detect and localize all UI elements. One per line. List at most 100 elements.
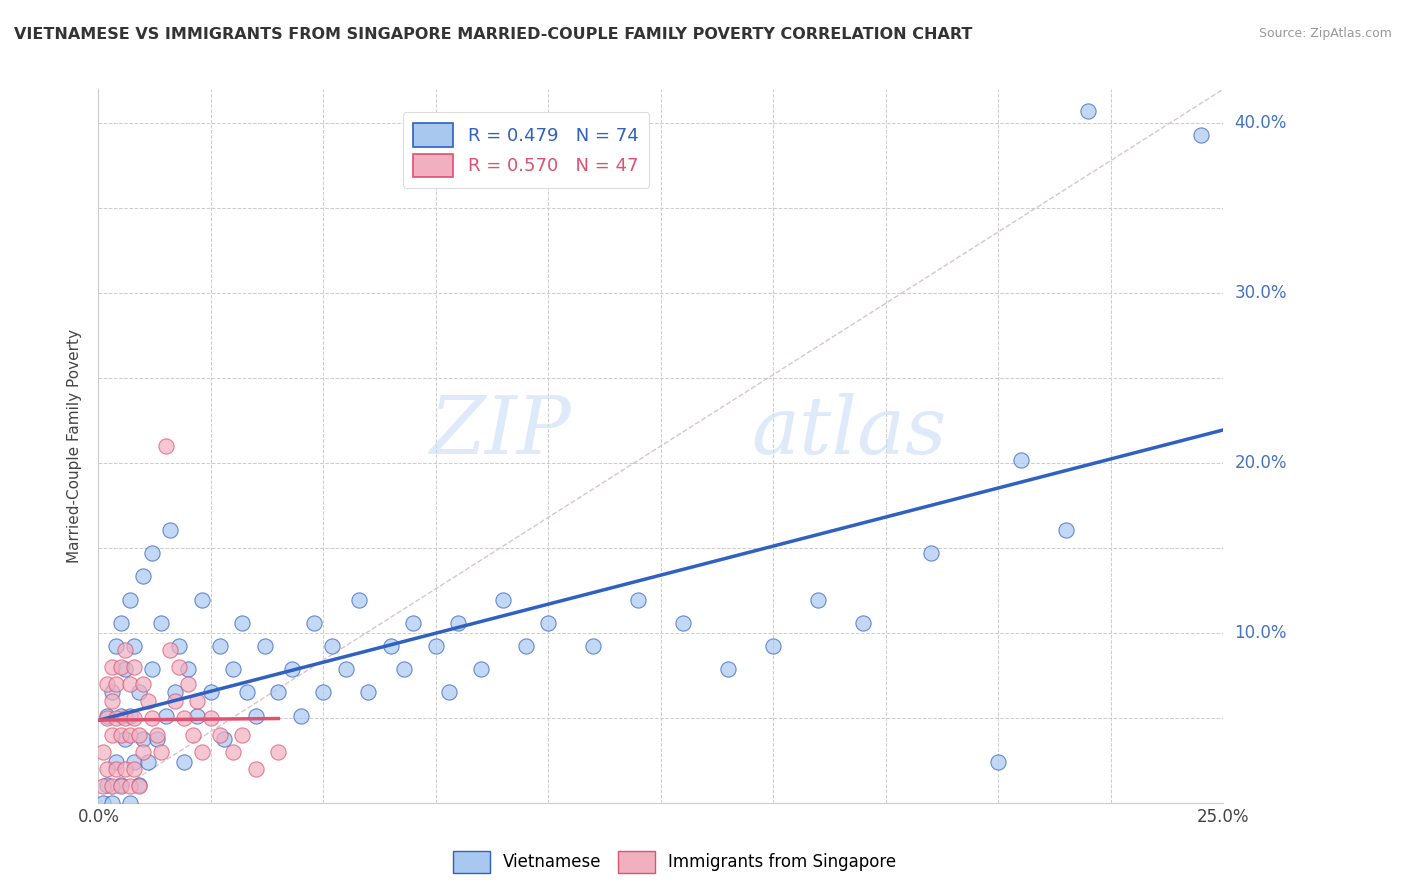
Point (155, 708, 177, 723)
Point (200, 685, 222, 699)
Point (96, 677, 118, 691)
Point (425, 639, 447, 653)
Point (627, 592, 650, 607)
Point (304, 615, 326, 630)
Point (118, 708, 141, 723)
Point (357, 685, 380, 699)
Point (470, 662, 492, 676)
Point (114, 762, 136, 776)
Point (141, 711, 163, 725)
Point (173, 711, 195, 725)
Point (208, 639, 231, 653)
Point (245, 762, 267, 776)
Point (136, 756, 159, 770)
Point (105, 756, 128, 770)
Point (105, 677, 128, 691)
Point (169, 660, 191, 674)
Point (91, 779, 114, 793)
Text: Source: ZipAtlas.com: Source: ZipAtlas.com (1258, 27, 1392, 40)
Point (132, 677, 155, 691)
Point (101, 796, 124, 810)
Text: 40.0%: 40.0% (1234, 114, 1286, 132)
Point (231, 728, 253, 742)
Point (402, 615, 425, 630)
Point (807, 592, 830, 607)
Point (1010, 453, 1032, 467)
Point (128, 779, 150, 793)
Point (281, 662, 304, 676)
Point (124, 660, 146, 674)
Point (128, 728, 150, 742)
Text: 10.0%: 10.0% (1234, 624, 1286, 642)
Point (141, 662, 163, 676)
Point (177, 662, 200, 676)
Point (222, 745, 245, 759)
Legend: Vietnamese, Immigrants from Singapore: Vietnamese, Immigrants from Singapore (447, 845, 903, 880)
Point (267, 685, 290, 699)
Point (132, 569, 155, 583)
Point (214, 731, 236, 746)
Point (312, 685, 335, 699)
Point (101, 728, 124, 742)
Point (110, 728, 132, 742)
Point (191, 745, 214, 759)
Point (105, 711, 128, 725)
Y-axis label: Married-Couple Family Poverty: Married-Couple Family Poverty (67, 329, 83, 563)
Point (101, 685, 124, 699)
Legend: R = 0.479   N = 74, R = 0.570   N = 47: R = 0.479 N = 74, R = 0.570 N = 47 (402, 112, 650, 188)
Point (672, 615, 695, 630)
Text: 20.0%: 20.0% (1234, 454, 1286, 472)
Point (169, 639, 191, 653)
Point (110, 708, 132, 723)
Point (1189, 128, 1212, 142)
Text: atlas: atlas (751, 393, 946, 470)
Point (124, 762, 146, 776)
Text: ZIP: ZIP (429, 393, 571, 470)
Point (150, 745, 173, 759)
Point (191, 592, 214, 607)
Point (267, 745, 290, 759)
Point (118, 728, 141, 742)
Point (146, 728, 169, 742)
Point (1054, 523, 1077, 537)
Point (582, 639, 605, 653)
Point (114, 711, 136, 725)
Point (114, 643, 136, 657)
Point (186, 694, 208, 708)
Point (231, 615, 253, 630)
Point (290, 708, 312, 723)
Point (128, 779, 150, 793)
Point (222, 662, 245, 676)
Point (118, 796, 141, 810)
Point (439, 685, 461, 699)
Point (762, 639, 785, 653)
Point (1077, 104, 1099, 119)
Point (91, 796, 114, 810)
Point (852, 615, 875, 630)
Point (163, 685, 186, 699)
Point (110, 779, 132, 793)
Point (380, 639, 402, 653)
Point (335, 662, 357, 676)
Point (118, 779, 141, 793)
Point (150, 615, 173, 630)
Point (118, 677, 141, 691)
Point (96, 711, 118, 725)
Point (124, 756, 146, 770)
Point (124, 711, 146, 725)
Point (96, 762, 118, 776)
Point (515, 639, 537, 653)
Point (124, 639, 146, 653)
Point (394, 662, 416, 676)
Point (717, 662, 740, 676)
Point (128, 685, 150, 699)
Point (492, 592, 515, 607)
Text: VIETNAMESE VS IMMIGRANTS FROM SINGAPORE MARRIED-COUPLE FAMILY POVERTY CORRELATIO: VIETNAMESE VS IMMIGRANTS FROM SINGAPORE … (14, 27, 973, 42)
Point (349, 592, 371, 607)
Point (200, 711, 222, 725)
Point (114, 662, 136, 676)
Text: 30.0%: 30.0% (1234, 284, 1286, 302)
Point (146, 731, 169, 746)
Point (110, 615, 132, 630)
Point (245, 708, 267, 723)
